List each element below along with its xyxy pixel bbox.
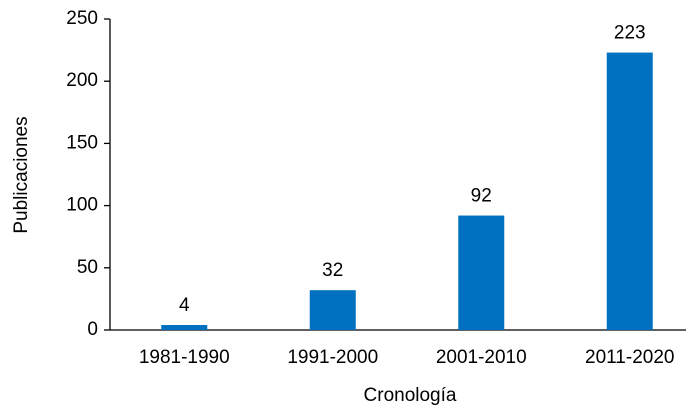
data-label: 32 — [322, 260, 343, 281]
y-axis-label: Publicaciones — [11, 116, 32, 233]
y-tick-label: 200 — [66, 70, 98, 91]
y-tick-label: 100 — [66, 195, 98, 216]
y-tick-label: 50 — [77, 257, 98, 278]
y-tick-label: 250 — [66, 8, 98, 29]
bar — [161, 325, 208, 330]
x-axis-label: Cronología — [364, 385, 457, 406]
data-label: 4 — [179, 295, 190, 316]
y-tick-label: 150 — [66, 132, 98, 153]
x-tick-label: 1991-2000 — [287, 347, 378, 368]
bar — [309, 290, 356, 330]
data-label: 92 — [471, 186, 492, 207]
x-tick-label: 2001-2010 — [436, 347, 527, 368]
bar — [606, 52, 653, 330]
bar — [458, 215, 505, 330]
data-label: 223 — [614, 23, 646, 44]
y-tick-label: 0 — [87, 319, 98, 340]
x-tick-label: 2011-2020 — [585, 347, 674, 368]
x-tick-label: 1981-1990 — [139, 347, 230, 368]
